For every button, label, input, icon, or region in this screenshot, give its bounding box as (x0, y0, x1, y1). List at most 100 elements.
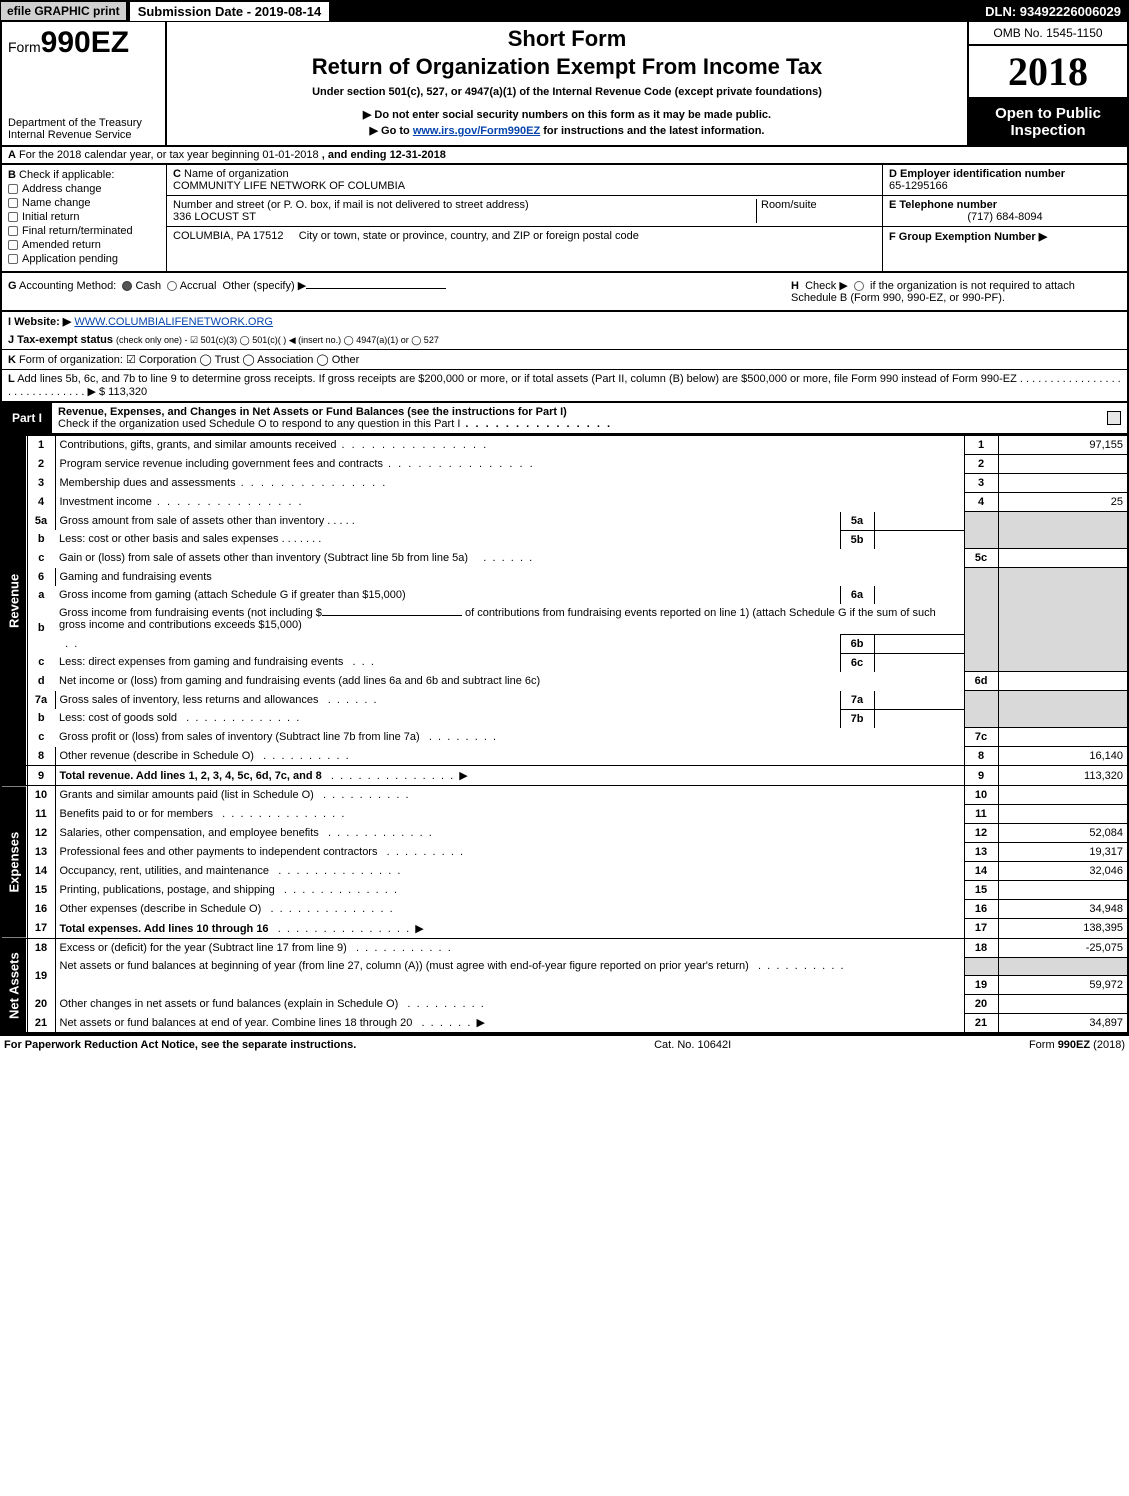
line-desc: Gross sales of inventory, less returns a… (60, 694, 319, 706)
under-section: Under section 501(c), 527, or 4947(a)(1)… (175, 86, 959, 98)
subline-code: 6c (840, 653, 874, 672)
line-desc: Total expenses. Add lines 10 through 16 (60, 923, 269, 935)
omb-number: OMB No. 1545-1150 (969, 22, 1127, 46)
line-code: 18 (964, 938, 998, 957)
line-desc: Membership dues and assessments (60, 477, 236, 489)
col-def: D Employer identification number 65-1295… (882, 165, 1127, 271)
sidebar-expenses: Expenses (1, 786, 27, 939)
line-desc: Excess or (deficit) for the year (Subtra… (60, 942, 347, 954)
line-num: 16 (27, 900, 55, 919)
note-goto-post: for instructions and the latest informat… (540, 125, 764, 137)
street-row: Number and street (or P. O. box, if mail… (167, 196, 882, 227)
row-a-label: A (8, 149, 16, 161)
part1-subtitle: Check if the organization used Schedule … (58, 418, 460, 430)
radio-cash-icon[interactable] (122, 281, 132, 291)
row-i-website: I Website: ▶ WWW.COLUMBIALIFENETWORK.ORG (0, 312, 1129, 331)
efile-print-button[interactable]: efile GRAPHIC print (0, 1, 127, 21)
line-num: c (27, 728, 55, 747)
header-center: Short Form Return of Organization Exempt… (167, 22, 967, 145)
f-label: F Group Exemption Number ▶ (889, 231, 1047, 243)
shade-cell (998, 691, 1128, 728)
line-desc: Salaries, other compensation, and employ… (60, 827, 319, 839)
subline-amount (874, 691, 964, 710)
line-code: 3 (964, 474, 998, 493)
tax-year: 2018 (969, 46, 1127, 99)
line-num: 12 (27, 824, 55, 843)
line-num: 18 (27, 938, 55, 957)
city-value: COLUMBIA, PA 17512 (173, 230, 283, 242)
cb-label: Application pending (22, 253, 118, 265)
website-link[interactable]: WWW.COLUMBIALIFENETWORK.ORG (74, 316, 273, 328)
line-num: b (27, 530, 55, 549)
cb-initial-return[interactable]: Initial return (8, 211, 160, 223)
line-num: 17 (27, 919, 55, 939)
line-desc: Gain or (loss) from sale of assets other… (59, 552, 468, 564)
subline-code: 5a (840, 512, 874, 531)
submission-date: Submission Date - 2019-08-14 (130, 2, 330, 21)
irs-link[interactable]: www.irs.gov/Form990EZ (413, 125, 540, 137)
footer-left: For Paperwork Reduction Act Notice, see … (4, 1039, 356, 1051)
line-code: 16 (964, 900, 998, 919)
cb-final-return[interactable]: Final return/terminated (8, 225, 160, 237)
cb-address-change[interactable]: Address change (8, 183, 160, 195)
col-b-checkboxes: B Check if applicable: Address change Na… (2, 165, 167, 271)
shade-cell (964, 568, 998, 672)
shade-cell (964, 691, 998, 728)
k-label: K (8, 354, 16, 366)
other-specify-input[interactable] (306, 288, 446, 289)
g-label: G (8, 280, 17, 292)
radio-accrual-icon[interactable] (167, 281, 177, 291)
line-amount: 34,948 (998, 900, 1128, 919)
dept-line2: Internal Revenue Service (8, 129, 159, 141)
accounting-method: G Accounting Method: Cash Accrual Other … (8, 279, 791, 304)
line-amount: 52,084 (998, 824, 1128, 843)
line-desc: Occupancy, rent, utilities, and maintena… (60, 865, 270, 877)
k-text: Form of organization: ☑ Corporation ◯ Tr… (19, 354, 359, 366)
e-value: (717) 684-8094 (889, 211, 1121, 223)
part1-header: Part I Revenue, Expenses, and Changes in… (0, 403, 1129, 435)
line-code: 19 (964, 975, 998, 994)
cb-amended-return[interactable]: Amended return (8, 239, 160, 251)
line-amount: 32,046 (998, 862, 1128, 881)
shade-cell (998, 512, 1128, 549)
line-desc: Professional fees and other payments to … (60, 846, 378, 858)
form-no-big: 990EZ (41, 26, 129, 59)
line-code: 15 (964, 881, 998, 900)
return-title: Return of Organization Exempt From Incom… (175, 54, 959, 80)
city-label: City or town, state or province, country… (299, 230, 639, 242)
line-num: 6 (27, 568, 55, 586)
line-amount (998, 805, 1128, 824)
schedule-b-check: H Check ▶ if the organization is not req… (791, 279, 1121, 304)
fundraising-amount-input[interactable] (322, 615, 462, 616)
subline-code: 7b (840, 709, 874, 728)
line-desc: Gross amount from sale of assets other t… (60, 515, 325, 527)
line-num: 4 (27, 493, 55, 512)
cb-label: Name change (22, 197, 91, 209)
cb-name-change[interactable]: Name change (8, 197, 160, 209)
e-phone: E Telephone number (717) 684-8094 (883, 196, 1127, 227)
note-goto: ▶ Go to www.irs.gov/Form990EZ for instru… (175, 124, 959, 137)
cb-label: Address change (22, 183, 102, 195)
note-goto-pre: ▶ Go to (370, 125, 413, 137)
line-amount: 59,972 (998, 975, 1128, 994)
cb-application-pending[interactable]: Application pending (8, 253, 160, 265)
row-a-tax-year: A For the 2018 calendar year, or tax yea… (0, 147, 1129, 165)
line-desc: Grants and similar amounts paid (list in… (60, 789, 314, 801)
line-num: a (27, 586, 55, 604)
part1-label: Part I (2, 408, 52, 428)
dots-icon (152, 496, 304, 508)
subline-code: 6b (840, 634, 874, 653)
line-desc: Less: cost of goods sold (59, 712, 177, 724)
checkbox-icon (8, 226, 18, 236)
subline-amount (874, 634, 964, 653)
short-form-title: Short Form (175, 26, 959, 52)
line-amount: 113,320 (998, 766, 1128, 786)
row-gh: G Accounting Method: Cash Accrual Other … (0, 273, 1129, 312)
line-code: 8 (964, 747, 998, 766)
h-checkbox-icon[interactable] (854, 281, 864, 291)
schedule-o-checkbox[interactable] (1107, 411, 1121, 425)
line-num: 9 (27, 766, 55, 786)
subline-code: 6a (840, 586, 874, 604)
open-line1: Open to Public (971, 105, 1125, 122)
line-num: 19 (27, 957, 55, 994)
